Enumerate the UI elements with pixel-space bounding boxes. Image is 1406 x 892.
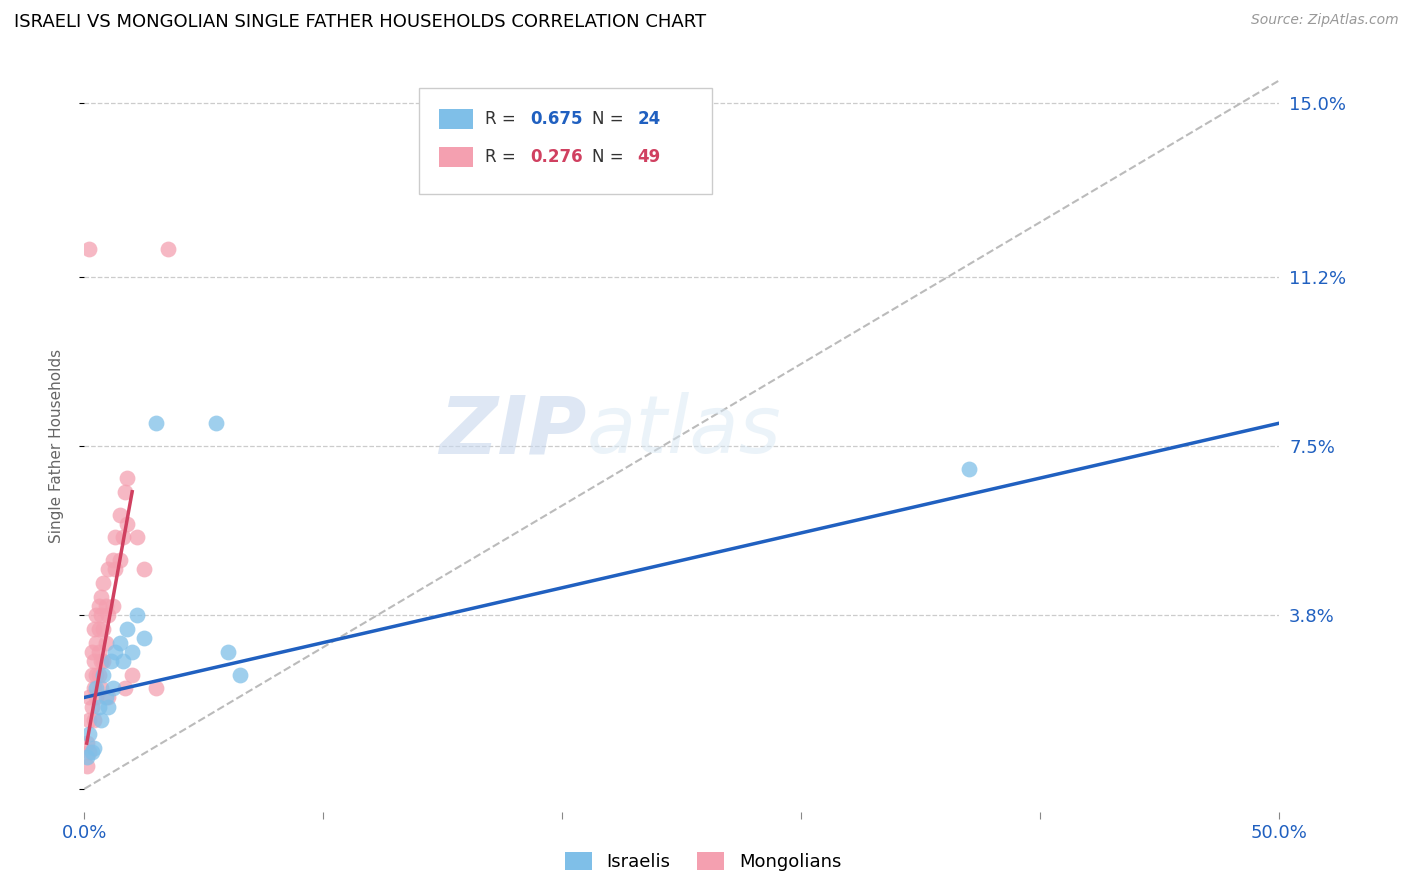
Text: R =: R = [485, 148, 520, 166]
Text: 0.276: 0.276 [530, 148, 582, 166]
Point [97, 690, 120, 705]
Point [101, 599, 124, 613]
Point [957, 462, 980, 476]
Point [94, 635, 117, 649]
Point [86, 667, 108, 681]
Point [83, 622, 105, 636]
Point [101, 681, 124, 696]
Point [157, 243, 180, 257]
Point [145, 416, 167, 430]
Point [86, 681, 108, 696]
Point [104, 530, 127, 544]
Point [94, 599, 117, 613]
Point [114, 484, 136, 499]
Point [87, 667, 110, 681]
Point [217, 645, 239, 659]
Point [111, 654, 134, 668]
Point [87, 622, 110, 636]
Point [87, 645, 110, 659]
Text: ISRAELI VS MONGOLIAN SINGLE FATHER HOUSEHOLDS CORRELATION CHART: ISRAELI VS MONGOLIAN SINGLE FATHER HOUSE… [14, 13, 706, 31]
Point [83, 654, 105, 668]
Point [110, 553, 132, 567]
Point [132, 631, 156, 645]
Point [117, 471, 139, 485]
Text: 49: 49 [638, 148, 661, 166]
Point [121, 667, 143, 681]
Text: Source: ZipAtlas.com: Source: ZipAtlas.com [1251, 13, 1399, 28]
Point [125, 530, 148, 544]
Text: atlas: atlas [586, 392, 782, 470]
Point [93, 667, 115, 681]
Point [117, 622, 139, 636]
Point [97, 608, 120, 623]
Point [97, 699, 120, 714]
Point [77, 690, 100, 705]
Y-axis label: Single Father Households: Single Father Households [49, 349, 63, 543]
FancyBboxPatch shape [419, 87, 711, 194]
Point [117, 516, 139, 531]
Point [114, 681, 136, 696]
Point [90, 714, 112, 728]
Point [93, 576, 115, 591]
Point [93, 654, 115, 668]
Point [132, 562, 156, 576]
Point [76, 749, 98, 764]
Point [94, 690, 117, 705]
Point [86, 690, 108, 705]
Point [86, 635, 108, 649]
Point [90, 608, 112, 623]
Point [77, 243, 100, 257]
Point [80, 645, 103, 659]
Text: 24: 24 [638, 110, 661, 128]
Point [111, 530, 134, 544]
Point [93, 622, 115, 636]
Point [83, 740, 105, 755]
Text: N =: N = [592, 148, 628, 166]
Point [77, 727, 100, 741]
Point [80, 745, 103, 759]
Point [80, 667, 103, 681]
Point [76, 759, 98, 773]
Point [80, 699, 103, 714]
Point [205, 416, 228, 430]
Text: 0.675: 0.675 [530, 110, 582, 128]
Point [76, 736, 98, 750]
Point [125, 608, 148, 623]
Point [83, 714, 105, 728]
Text: ZIP: ZIP [439, 392, 586, 470]
Point [86, 608, 108, 623]
Point [104, 562, 127, 576]
Point [104, 645, 127, 659]
Point [87, 699, 110, 714]
Point [110, 508, 132, 522]
FancyBboxPatch shape [439, 147, 472, 168]
Point [90, 590, 112, 604]
Point [100, 654, 122, 668]
Point [90, 654, 112, 668]
Point [121, 645, 143, 659]
Point [77, 745, 100, 759]
Point [77, 714, 100, 728]
Point [90, 681, 112, 696]
Point [97, 562, 120, 576]
Point [83, 681, 105, 696]
Point [101, 553, 124, 567]
Point [110, 635, 132, 649]
Text: N =: N = [592, 110, 628, 128]
Point [87, 599, 110, 613]
Point [228, 667, 252, 681]
Legend: Israelis, Mongolians: Israelis, Mongolians [558, 846, 848, 879]
Text: R =: R = [485, 110, 520, 128]
Point [145, 681, 167, 696]
FancyBboxPatch shape [439, 109, 472, 129]
